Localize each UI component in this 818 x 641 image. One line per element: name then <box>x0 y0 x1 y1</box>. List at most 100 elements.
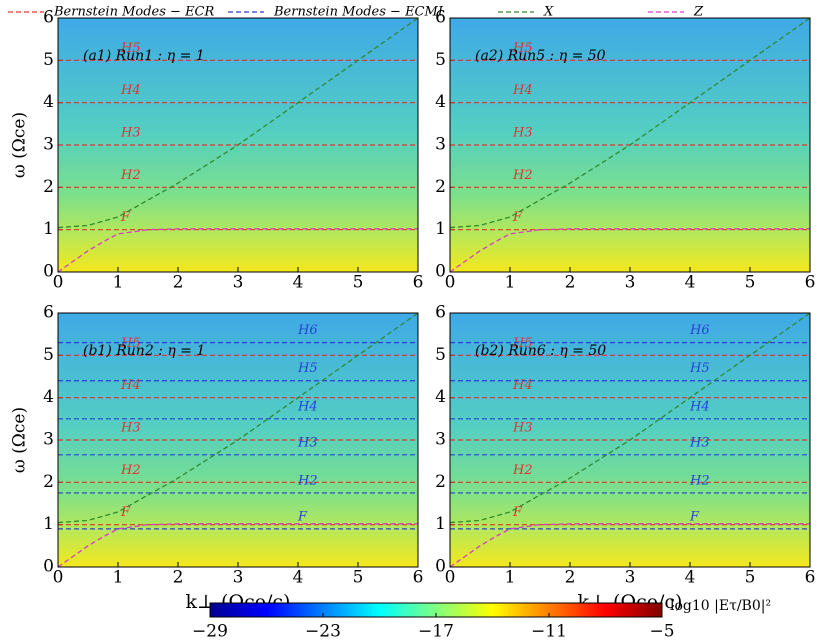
y-tick-label: 6 <box>43 303 54 323</box>
harmonic-label: H5 <box>512 336 533 351</box>
dispersion-curve <box>57 312 419 524</box>
x-tick-label: 3 <box>233 568 244 588</box>
x-tick-label: 4 <box>685 568 696 588</box>
harmonic-label: H5 <box>512 41 533 56</box>
plot-frame <box>449 312 811 568</box>
dispersion-curve <box>449 523 810 568</box>
x-tick-label: 5 <box>353 273 364 293</box>
plot-frame <box>57 17 419 273</box>
x-tick-label: 3 <box>625 568 636 588</box>
harmonic-label: F <box>512 210 523 225</box>
harmonic-label: H2 <box>120 168 141 183</box>
dispersion-curve <box>57 17 419 229</box>
x-tick-label: 1 <box>113 568 124 588</box>
y-axis-label: ω (Ωce) <box>10 112 30 178</box>
x-tick-label: 5 <box>745 273 756 293</box>
dispersion-curve <box>449 312 811 524</box>
y-tick-label: 6 <box>435 8 446 28</box>
harmonic-label: H4 <box>512 378 533 393</box>
y-tick-label: 0 <box>43 262 54 282</box>
x-tick-label: 6 <box>805 273 816 293</box>
harmonic-label: H2 <box>689 473 710 488</box>
y-tick-label: 1 <box>43 514 54 534</box>
y-tick-label: 4 <box>435 387 446 407</box>
panel-title: (a2) Run5 : η = 50 <box>475 48 606 64</box>
harmonic-label: H3 <box>689 435 710 450</box>
x-tick-label: 0 <box>445 273 456 293</box>
colorbar-tick-label: −23 <box>305 622 341 641</box>
y-tick-label: 5 <box>435 50 446 70</box>
x-tick-label: 2 <box>565 568 576 588</box>
x-tick-label: 0 <box>53 568 64 588</box>
y-tick-label: 3 <box>43 135 54 155</box>
y-tick-label: 2 <box>43 177 54 197</box>
y-tick-label: 1 <box>435 219 446 239</box>
plot-frame <box>449 17 811 273</box>
colorbar-label: log10 |Eτ/B0|² <box>670 598 771 614</box>
y-tick-label: 1 <box>43 219 54 239</box>
x-tick-label: 2 <box>173 568 184 588</box>
y-tick-label: 6 <box>435 303 446 323</box>
panel-title: (a1) Run1 : η = 1 <box>83 48 205 64</box>
x-tick-label: 1 <box>505 273 516 293</box>
legend-label: Bernstein Modes − ECR <box>53 5 215 20</box>
plot-frame <box>57 312 419 568</box>
harmonic-label: H5 <box>689 361 710 376</box>
y-tick-label: 3 <box>435 430 446 450</box>
legend-label: Z <box>693 5 704 20</box>
harmonic-label: H6 <box>297 323 318 338</box>
harmonic-label: H5 <box>120 336 141 351</box>
colorbar-tick-label: −11 <box>531 622 567 641</box>
x-tick-label: 0 <box>53 273 64 293</box>
harmonic-label: H3 <box>120 126 141 141</box>
panel-title: (b2) Run6 : η = 50 <box>475 343 606 359</box>
x-tick-label: 6 <box>413 568 424 588</box>
y-tick-label: 3 <box>435 135 446 155</box>
x-tick-label: 5 <box>745 568 756 588</box>
harmonic-label: F <box>297 509 308 524</box>
legend-label: X <box>543 5 554 20</box>
dispersion-curve <box>449 228 810 273</box>
harmonic-label: H5 <box>297 361 318 376</box>
harmonic-label: H2 <box>512 463 533 478</box>
x-tick-label: 6 <box>805 568 816 588</box>
harmonic-label: H4 <box>120 378 141 393</box>
harmonic-label: H2 <box>297 473 318 488</box>
harmonic-label: H4 <box>512 83 533 98</box>
harmonic-label: H5 <box>120 41 141 56</box>
x-tick-label: 2 <box>173 273 184 293</box>
harmonic-label: H4 <box>297 399 318 414</box>
harmonic-label: H2 <box>120 463 141 478</box>
x-tick-label: 1 <box>505 568 516 588</box>
harmonic-label: F <box>120 210 131 225</box>
y-tick-label: 5 <box>43 345 54 365</box>
harmonic-label: H6 <box>689 323 710 338</box>
harmonic-label: H3 <box>120 421 141 436</box>
legend-label: Bernstein Modes − ECMI <box>273 5 444 20</box>
y-tick-label: 6 <box>43 8 54 28</box>
y-tick-label: 2 <box>43 472 54 492</box>
y-tick-label: 3 <box>43 430 54 450</box>
y-tick-label: 0 <box>435 262 446 282</box>
harmonic-label: H3 <box>297 435 318 450</box>
panel-title: (b1) Run2 : η = 1 <box>83 343 205 359</box>
x-tick-label: 4 <box>293 568 304 588</box>
x-tick-label: 0 <box>445 568 456 588</box>
x-tick-label: 3 <box>233 273 244 293</box>
harmonic-label: F <box>120 505 131 520</box>
y-axis-label: ω (Ωce) <box>10 407 30 473</box>
x-tick-label: 5 <box>353 568 364 588</box>
harmonic-label: F <box>512 505 523 520</box>
x-tick-label: 3 <box>625 273 636 293</box>
dispersion-curve <box>57 228 418 273</box>
harmonic-label: H3 <box>512 126 533 141</box>
colorbar-tick-label: −5 <box>649 622 674 641</box>
harmonic-label: H2 <box>512 168 533 183</box>
y-tick-label: 2 <box>435 177 446 197</box>
y-tick-label: 0 <box>435 557 446 577</box>
x-tick-label: 1 <box>113 273 124 293</box>
x-tick-label: 6 <box>413 273 424 293</box>
x-tick-label: 2 <box>565 273 576 293</box>
y-tick-label: 5 <box>43 50 54 70</box>
